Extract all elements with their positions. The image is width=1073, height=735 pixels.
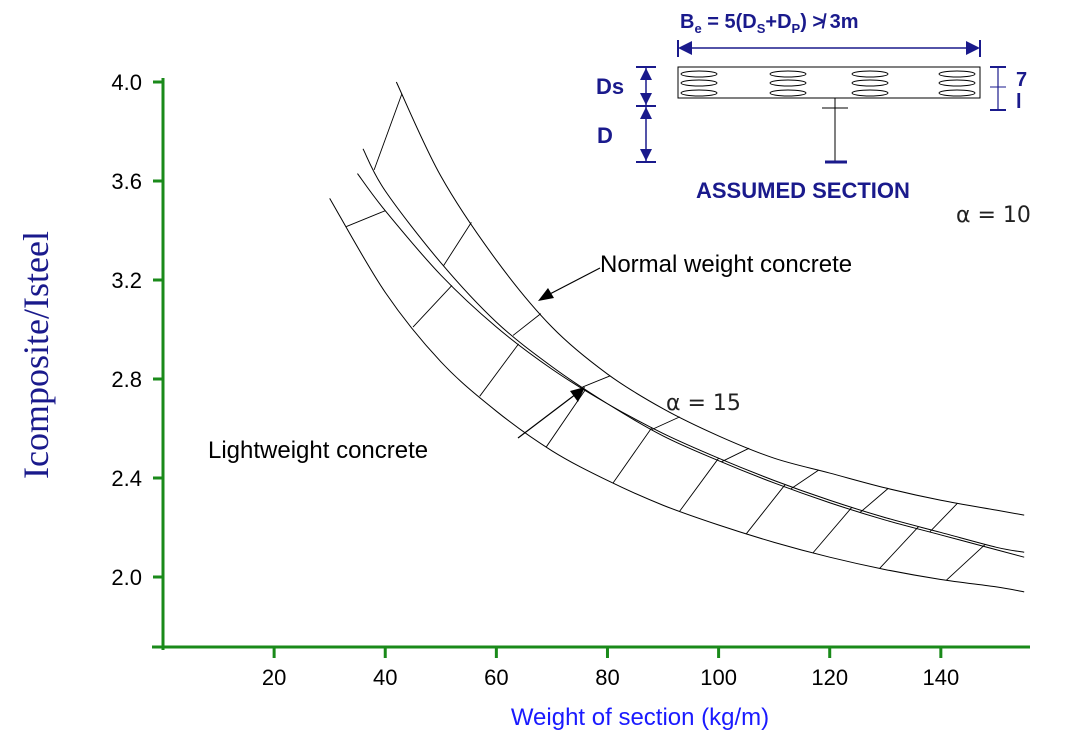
y-tick-label: 3.2 (111, 268, 142, 293)
x-tick-label: 120 (811, 665, 848, 690)
hatch-line (746, 484, 786, 534)
x-axis-label: Weight of section (kg/m) (511, 704, 769, 731)
slab-rib (938, 89, 976, 97)
series-line-2 (362, 148, 1025, 558)
assumed-section-diagram: Be = 5(DS+DP) ≯ 3m Ds D 7 l ASSUMED SE (596, 11, 1027, 203)
x-tick-label: 80 (595, 665, 619, 690)
y-tick-label: 4.0 (111, 70, 142, 95)
x-tick-label: 60 (484, 665, 508, 690)
hatch-line (582, 375, 611, 388)
normal-weight-label: Normal weight concrete (600, 251, 852, 278)
hatch-line (679, 457, 719, 512)
series-line-1 (395, 81, 1025, 516)
series-line-4 (329, 198, 1025, 593)
width-arrow-right (966, 41, 980, 55)
hatch-line (373, 93, 403, 171)
lightweight-arrow (517, 393, 577, 439)
hatch-line (790, 469, 819, 490)
normal-weight-arrow (545, 267, 601, 297)
y-tick-label: 2.0 (111, 565, 142, 590)
hatch-line (651, 416, 680, 430)
slab-rib (680, 79, 718, 87)
hatch-line (812, 506, 853, 554)
slab-rib (769, 89, 807, 97)
d-label: D (597, 123, 613, 148)
series-line-3 (357, 173, 1025, 553)
slab-rib (851, 70, 889, 78)
effective-width-formula: Be = 5(DS+DP) ≯ 3m (680, 11, 859, 36)
y-tick-label: 2.4 (111, 466, 142, 491)
x-tick-label: 20 (262, 665, 286, 690)
hatch-line (879, 526, 919, 569)
ds-arrow-up (640, 68, 652, 80)
ds-label: Ds (596, 74, 624, 99)
normal-weight-arrowhead (538, 288, 554, 301)
hatch-line (479, 343, 519, 397)
hatching (346, 93, 986, 581)
hatch-line (612, 427, 653, 484)
slab-rib (938, 79, 976, 87)
assumed-section-title: ASSUMED SECTION (696, 178, 910, 203)
d-arrow-down (640, 149, 652, 161)
x-tick-label: 100 (700, 665, 737, 690)
y-tick-label: 2.8 (111, 367, 142, 392)
slab-rib (769, 70, 807, 78)
x-tick-label: 40 (373, 665, 397, 690)
lightweight-arrowhead (570, 387, 585, 402)
slab-rib (680, 70, 718, 78)
lightweight-label: Lightweight concrete (208, 437, 428, 464)
axes (152, 78, 1030, 650)
width-arrow-left (678, 41, 692, 55)
hatch-line (443, 222, 472, 266)
slab-rib (680, 89, 718, 97)
slab-ribs (680, 70, 976, 97)
ds-arrow-down (640, 93, 652, 105)
x-tick-label: 140 (922, 665, 959, 690)
hatch-line (346, 210, 386, 227)
alpha-10-label: α = 10 (956, 203, 1031, 228)
hatch-line (859, 488, 889, 513)
hatch-line (929, 502, 958, 533)
slab-thickness-label-2: l (1016, 91, 1022, 113)
y-axis-label: Icomposite/Isteel (16, 231, 56, 479)
slab-rib (851, 79, 889, 87)
alpha-15-label: α = 15 (666, 391, 741, 416)
hatch-line (721, 447, 750, 463)
slab-thickness-label-1: 7 (1016, 69, 1027, 91)
slab-rib (938, 70, 976, 78)
hatch-line (946, 543, 986, 581)
hatch-line (412, 285, 453, 328)
d-arrow-up (640, 107, 652, 119)
slab-rib (769, 79, 807, 87)
x-ticks: 20 40 60 80 100 120 140 (262, 647, 959, 690)
slab-rectangle (677, 66, 981, 99)
y-ticks: 2.0 2.4 2.8 3.2 3.6 4.0 (111, 70, 163, 590)
slab-rib (851, 89, 889, 97)
curves (329, 81, 1025, 593)
y-tick-label: 3.6 (111, 169, 142, 194)
hatch-line (512, 313, 542, 336)
